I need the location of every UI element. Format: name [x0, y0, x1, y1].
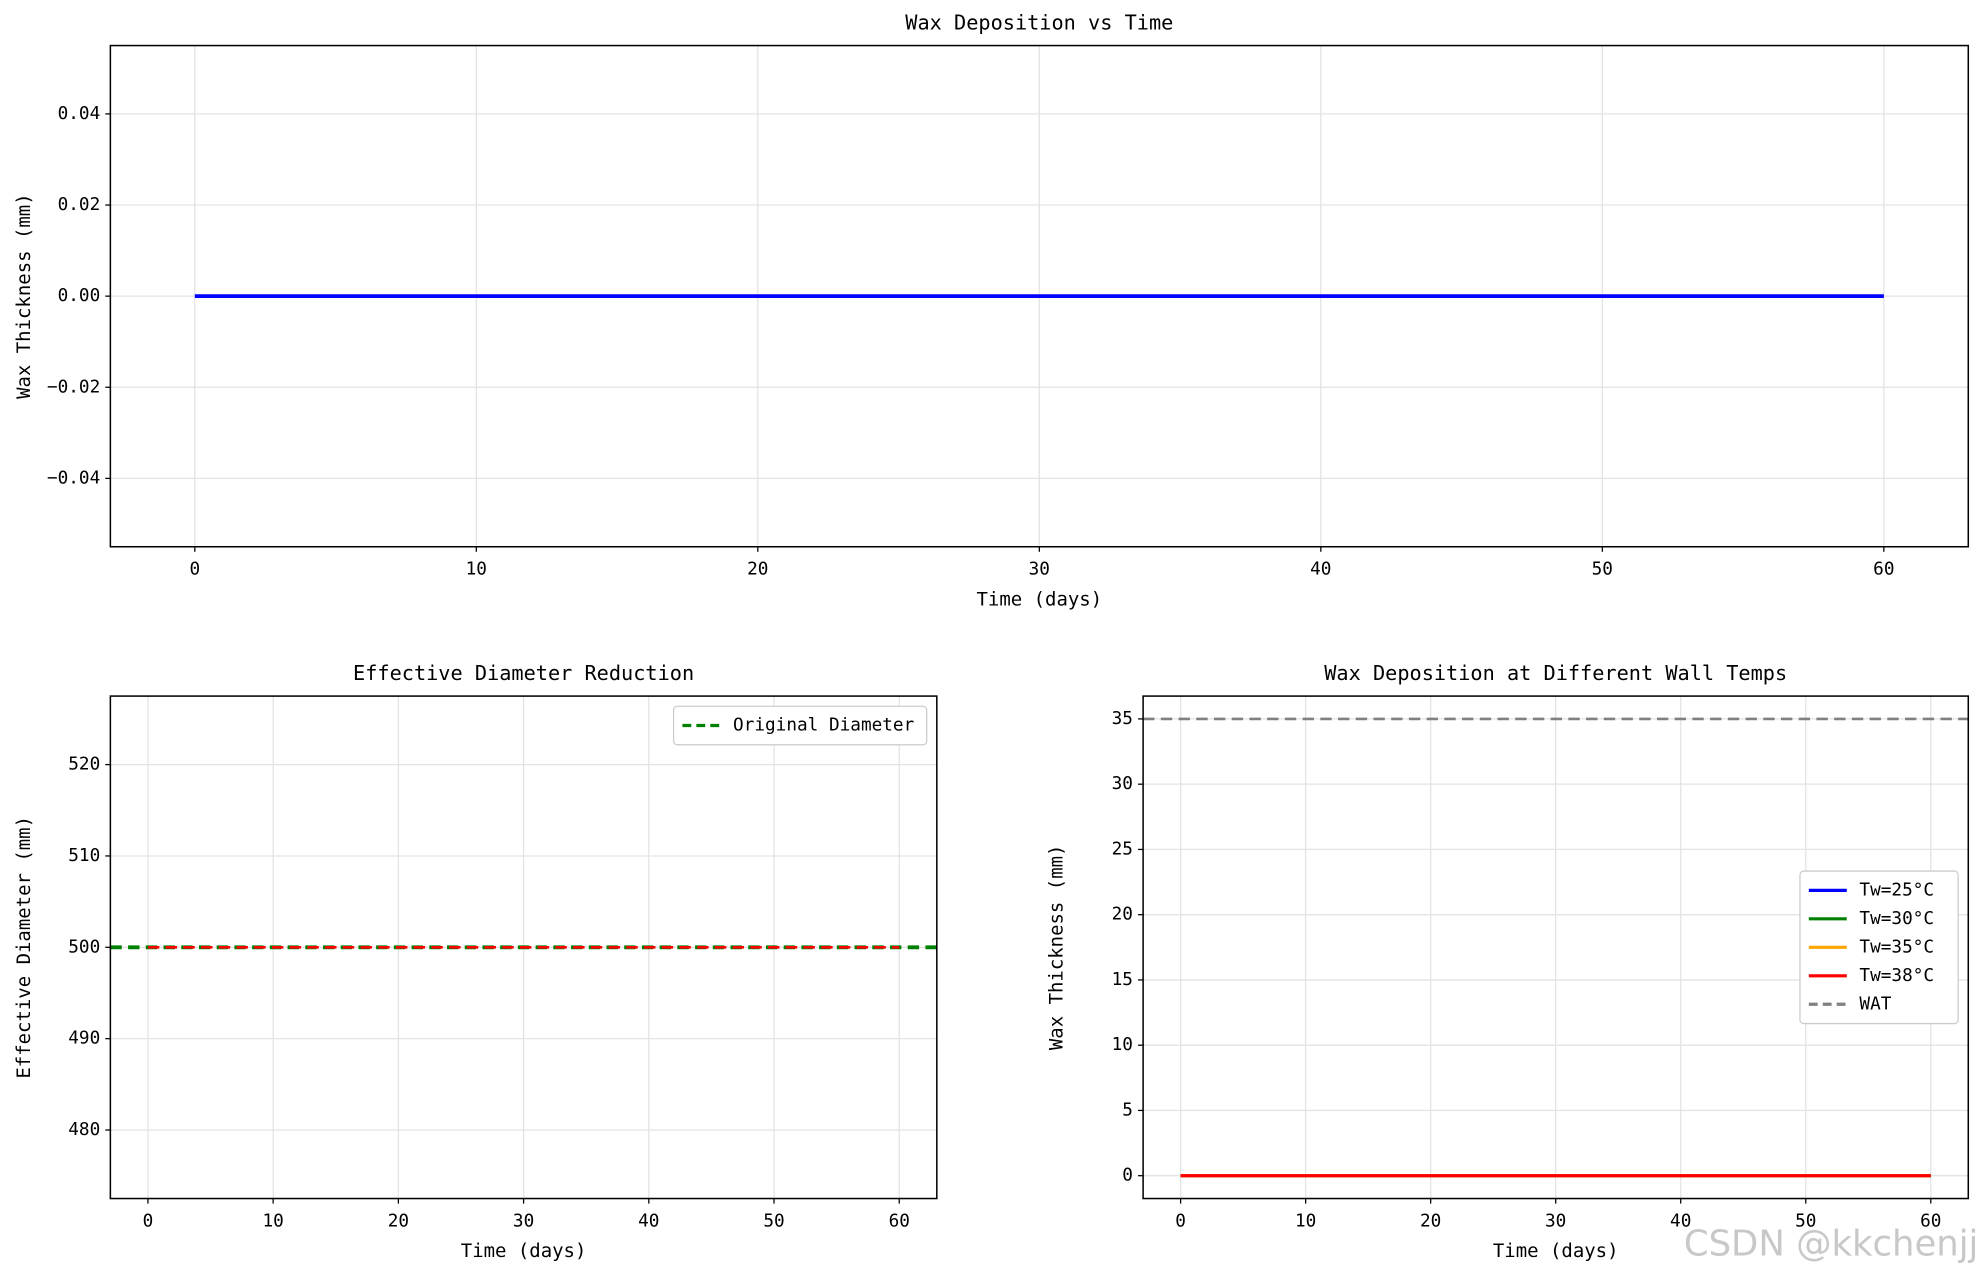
legend-label: Tw=30°C — [1859, 909, 1934, 929]
chart-title: Wax Deposition at Different Wall Temps — [1324, 661, 1787, 685]
x-tick-label: 30 — [513, 1211, 534, 1231]
x-tick-label: 50 — [763, 1211, 784, 1231]
legend-label: Tw=25°C — [1859, 880, 1934, 900]
x-tick-label: 30 — [1545, 1211, 1566, 1231]
x-axis-label: Time (days) — [1493, 1240, 1619, 1262]
y-tick-label: −0.04 — [47, 468, 100, 488]
chart-title: Effective Diameter Reduction — [353, 661, 694, 685]
x-tick-label: 60 — [889, 1211, 910, 1231]
x-tick-label: 30 — [1029, 560, 1050, 580]
x-tick-label: 0 — [143, 1211, 154, 1231]
x-tick-label: 20 — [747, 560, 768, 580]
plot-frame — [109, 44, 1970, 548]
y-axis-label: Wax Thickness (mm) — [1046, 845, 1068, 1051]
y-tick-label: 0.02 — [58, 195, 101, 215]
x-tick-label: 10 — [466, 560, 487, 580]
y-axis-label: Effective Diameter (mm) — [13, 816, 35, 1079]
y-tick-label: 480 — [68, 1120, 100, 1140]
x-tick-label: 0 — [189, 560, 200, 580]
x-tick-label: 40 — [1310, 560, 1331, 580]
y-tick-label: 0 — [1122, 1166, 1133, 1186]
y-tick-label: 0.04 — [58, 104, 101, 124]
legend-label: WAT — [1859, 994, 1891, 1014]
y-tick-label: 10 — [1112, 1035, 1133, 1055]
x-tick-label: 20 — [388, 1211, 409, 1231]
y-tick-label: −0.02 — [47, 377, 100, 397]
y-axis-label: Wax Thickness (mm) — [13, 193, 35, 399]
x-tick-label: 0 — [1175, 1211, 1186, 1231]
legend-box — [672, 705, 928, 746]
y-tick-label: 15 — [1112, 970, 1133, 990]
x-tick-label: 10 — [1295, 1211, 1316, 1231]
y-tick-label: 30 — [1112, 774, 1133, 794]
plot-frame — [109, 695, 938, 1200]
y-tick-label: 35 — [1112, 709, 1133, 729]
watermark: CSDN @kkchenjj — [1684, 1223, 1979, 1264]
y-tick-label: 25 — [1112, 839, 1133, 859]
y-tick-label: 490 — [68, 1029, 100, 1049]
y-tick-label: 20 — [1112, 905, 1133, 925]
y-tick-label: 5 — [1122, 1100, 1133, 1120]
x-tick-label: 50 — [1592, 560, 1613, 580]
x-tick-label: 60 — [1873, 560, 1894, 580]
x-tick-label: 50 — [1795, 1211, 1816, 1231]
legend-label: Tw=38°C — [1859, 966, 1934, 986]
x-tick-label: 10 — [262, 1211, 283, 1231]
legend-box — [1799, 870, 1959, 1025]
legend-label: Tw=35°C — [1859, 937, 1934, 957]
x-tick-label: 20 — [1420, 1211, 1441, 1231]
x-axis-label: Time (days) — [977, 588, 1103, 610]
legend-label: Original Diameter — [733, 716, 914, 736]
x-axis-label: Time (days) — [461, 1240, 587, 1262]
y-tick-label: 0.00 — [58, 286, 101, 306]
chart-title: Wax Deposition vs Time — [905, 11, 1173, 35]
y-tick-label: 500 — [68, 937, 100, 957]
plot-frame — [1142, 695, 1970, 1200]
y-tick-label: 510 — [68, 846, 100, 866]
x-tick-label: 40 — [1670, 1211, 1691, 1231]
y-tick-label: 520 — [68, 755, 100, 775]
x-tick-label: 40 — [638, 1211, 659, 1231]
x-tick-label: 60 — [1920, 1211, 1941, 1231]
